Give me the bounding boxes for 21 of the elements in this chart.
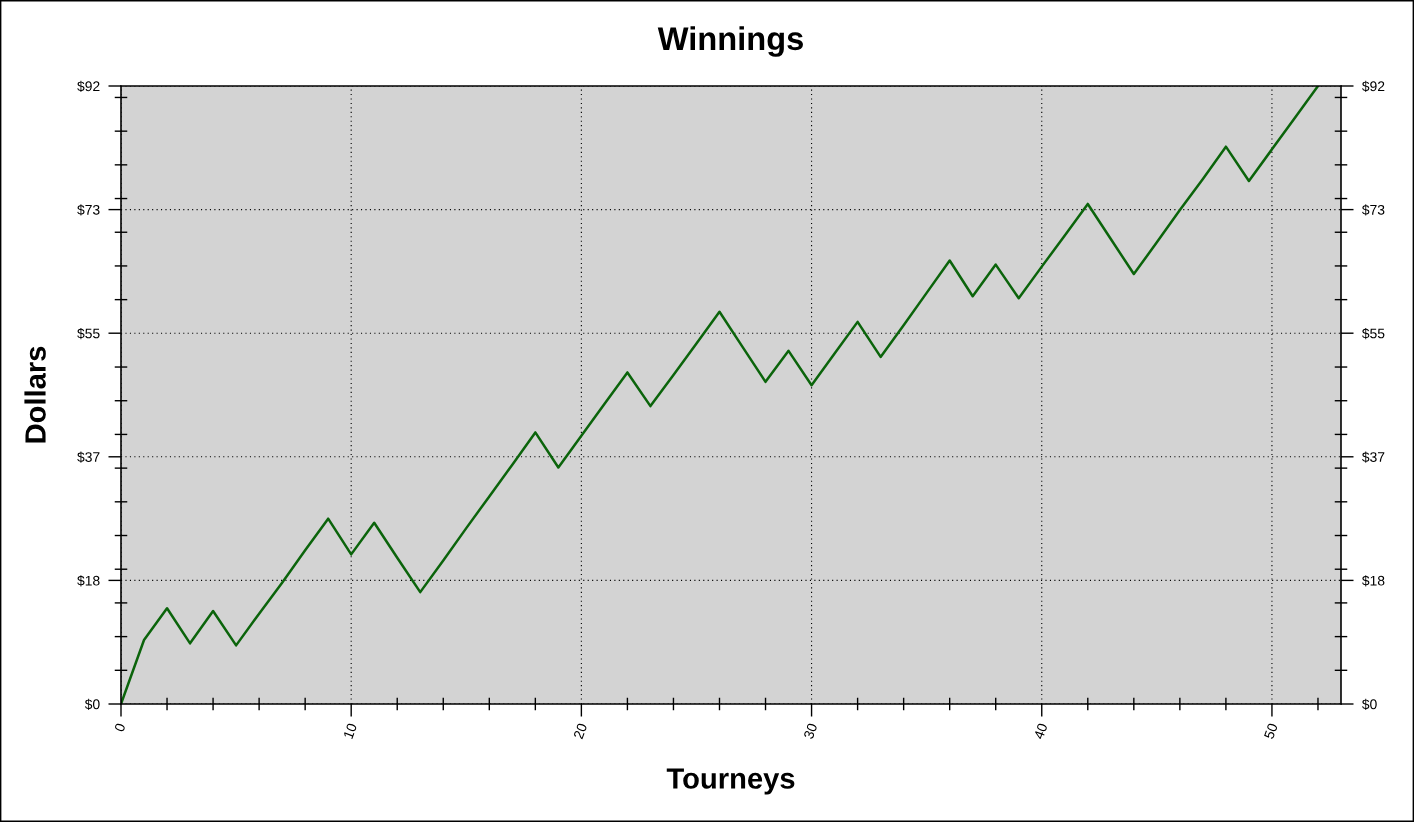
y-tick-label: $18 (77, 575, 100, 587)
y-tick-label: $0 (84, 698, 100, 710)
y2-tick-label: $55 (1361, 327, 1385, 340)
y-tick-label: $55 (77, 327, 100, 340)
x-tick-label: 20 (573, 722, 588, 740)
chart-title: Winnings (657, 26, 803, 57)
y2-tick-label: $92 (1361, 80, 1385, 92)
y2-tick-label: $0 (1361, 698, 1377, 710)
x-tick-label: 40 (1033, 722, 1048, 740)
y-tick-label: $37 (77, 451, 100, 463)
x-axis-title: Tourneys (666, 768, 795, 795)
x-tick-label: 30 (803, 722, 818, 740)
x-tick-label: 10 (343, 722, 358, 740)
x-tick-label: 0 (114, 722, 126, 733)
y-tick-label: $73 (77, 204, 100, 216)
y2-tick-label: $18 (1361, 575, 1385, 587)
x-tick-label: 50 (1263, 722, 1278, 740)
y2-tick-label: $73 (1361, 204, 1385, 216)
y2-tick-label: $37 (1361, 451, 1385, 463)
y-tick-label: $92 (77, 80, 100, 92)
y-axis-title: Dollars (24, 346, 46, 443)
